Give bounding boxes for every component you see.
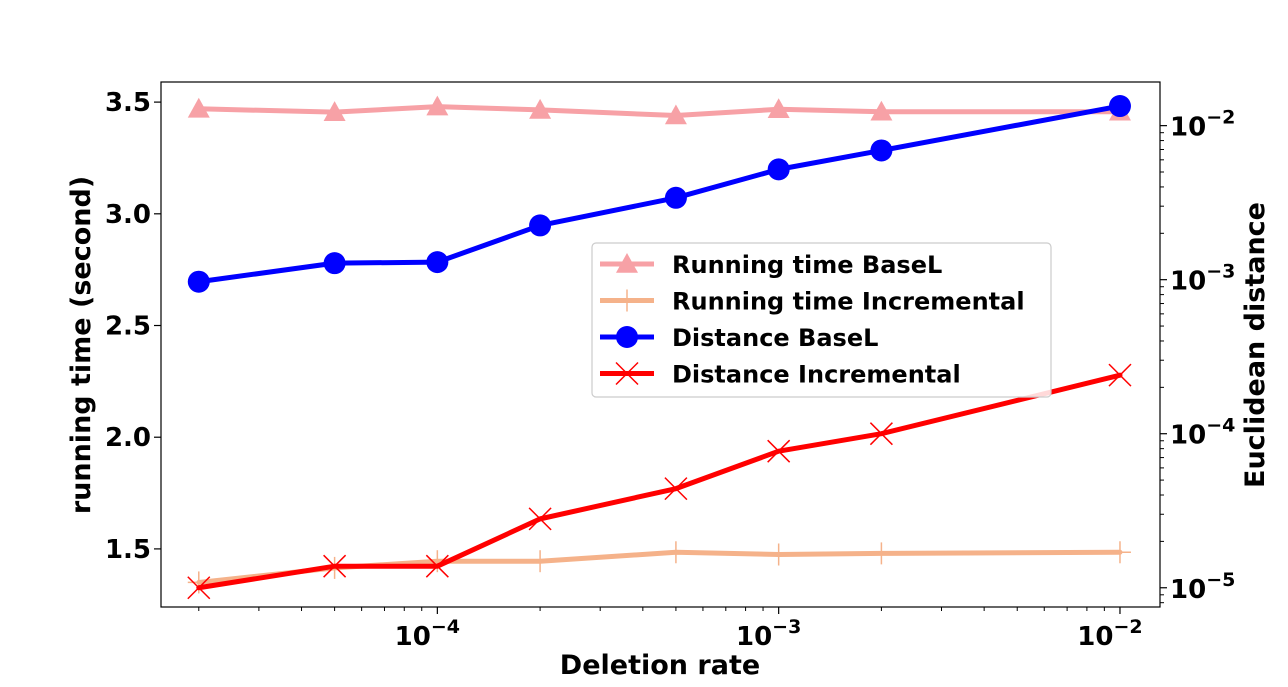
y-left-tick-label: 1.5 (105, 535, 151, 565)
x-tick-label: 10−3 (736, 616, 801, 652)
y-axis-label-right: Euclidean distance (1240, 202, 1271, 488)
data-point-series-1 (187, 97, 210, 118)
data-point-series-1 (426, 95, 449, 116)
legend-marker-2 (616, 289, 638, 312)
y-right-tick-label: 10−4 (1170, 415, 1235, 451)
data-point-series-4 (767, 439, 791, 463)
data-point-series-3 (767, 158, 790, 181)
legend-marker-1 (616, 253, 638, 273)
legend-label-2: Running time Incremental (672, 288, 1025, 316)
data-point-series-3 (426, 251, 449, 274)
data-point-series-1 (529, 98, 552, 119)
y-right-tick-label: 10−5 (1170, 569, 1235, 605)
y-left-tick-label: 3.5 (105, 88, 151, 118)
data-point-series-3 (323, 252, 346, 275)
data-point-series-4 (528, 507, 552, 531)
y-right-tick-label: 10−3 (1170, 261, 1235, 297)
data-point-series-4 (1108, 363, 1132, 387)
legend-label-1: Running time BaseL (672, 251, 942, 279)
x-tick-label: 10−2 (1077, 616, 1142, 652)
data-point-series-2 (870, 542, 893, 565)
data-point-series-3 (1108, 95, 1131, 118)
data-point-series-2 (767, 543, 790, 566)
legend-marker-4 (615, 361, 639, 386)
data-point-series-3 (664, 186, 687, 209)
x-tick-label: 10−4 (395, 616, 460, 652)
data-point-series-4 (323, 554, 347, 578)
legend-label-3: Distance BaseL (672, 324, 878, 352)
data-point-series-4 (187, 576, 211, 600)
data-point-series-4 (425, 554, 449, 578)
data-point-series-1 (870, 100, 893, 121)
data-point-series-2 (1108, 541, 1131, 564)
series-line-3 (196, 103, 1123, 285)
legend-frame (591, 242, 1052, 398)
legend-label-4: Distance Incremental (672, 361, 961, 389)
y-left-tick-label: 2.0 (105, 423, 151, 453)
y-left-tick-label: 2.5 (105, 312, 151, 342)
data-point-series-1 (323, 101, 346, 121)
data-point-series-4 (869, 422, 893, 446)
plot-frame (160, 81, 1161, 608)
data-point-series-3 (529, 214, 552, 237)
data-point-series-4 (664, 477, 688, 501)
data-point-series-3 (870, 139, 893, 162)
x-axis-label: Deletion rate (560, 650, 760, 681)
legend: Running time BaseL Running time Increment… (591, 242, 1052, 398)
y-axis-label-left: running time (second) (66, 176, 97, 514)
y-right-tick-label: 10−2 (1170, 107, 1235, 143)
series-line-1 (196, 104, 1123, 119)
data-point-series-1 (767, 98, 790, 119)
series-line-4 (196, 372, 1123, 591)
data-point-series-2 (664, 541, 687, 564)
data-point-series-1 (664, 104, 687, 125)
data-point-series-2 (529, 550, 552, 573)
y-left-tick-label: 3.0 (105, 200, 151, 230)
data-point-series-3 (187, 270, 210, 293)
legend-marker-3 (616, 326, 638, 348)
